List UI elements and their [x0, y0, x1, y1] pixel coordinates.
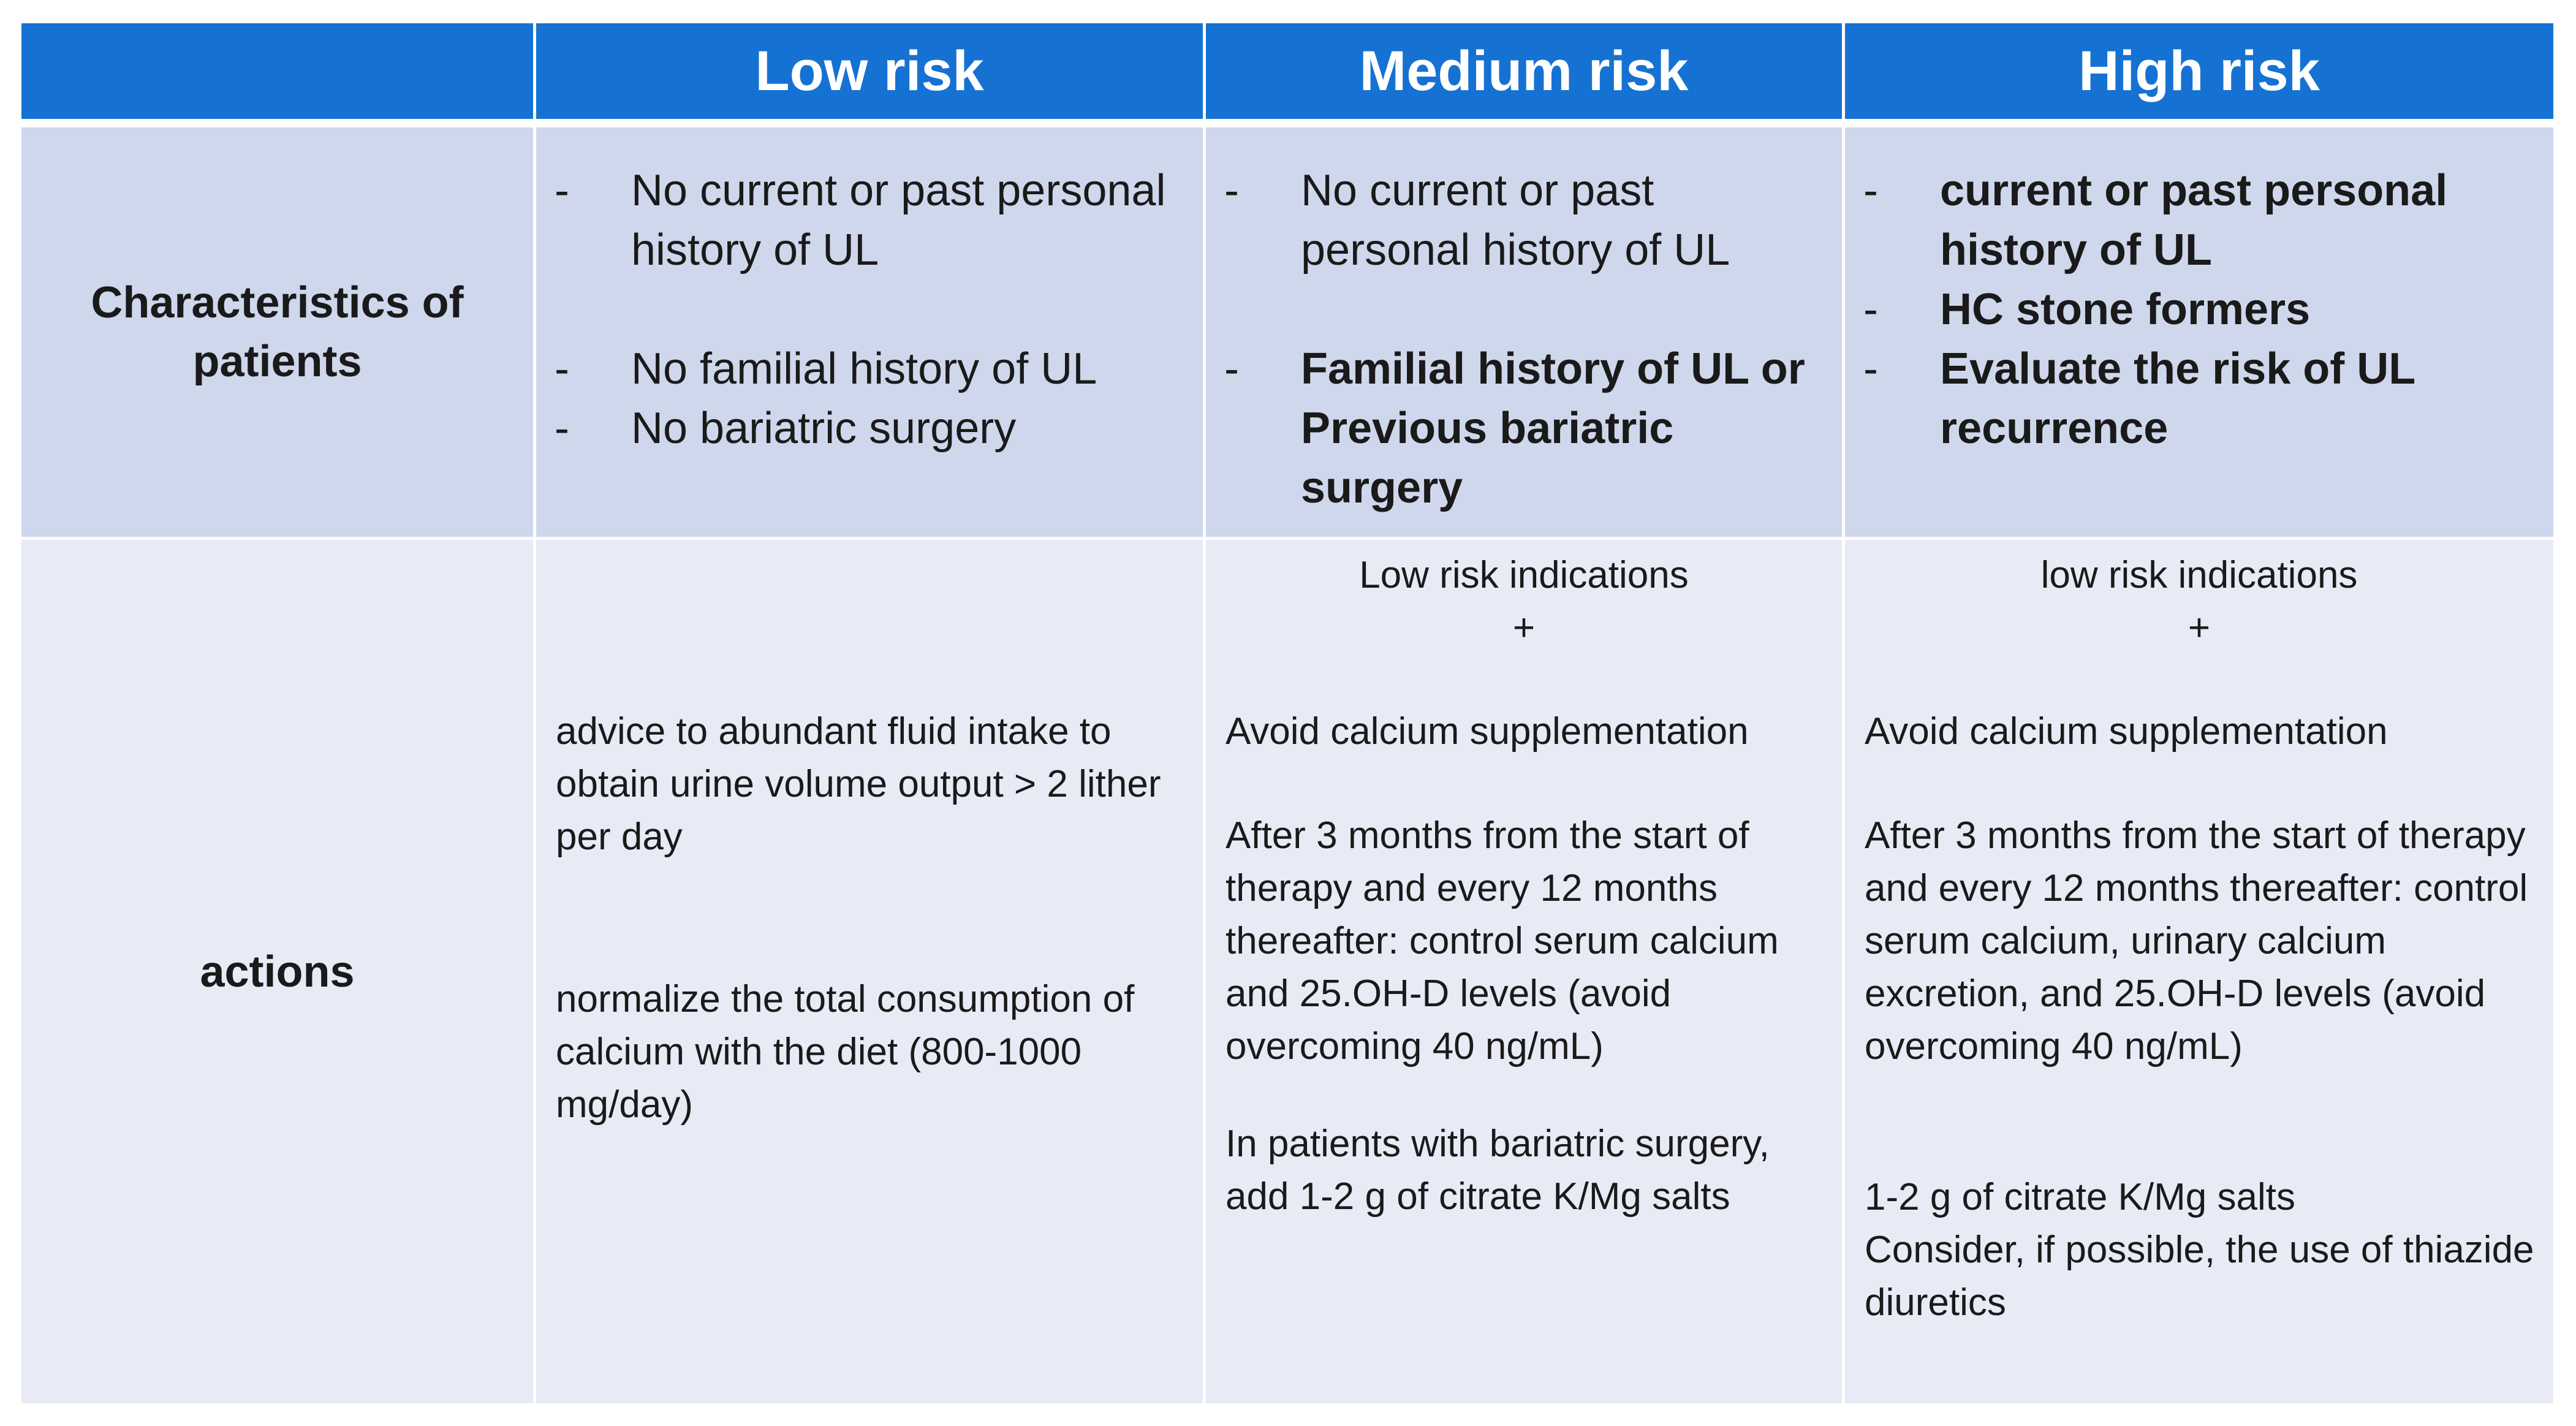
characteristics-low-list: - No current or past personal history of…: [555, 161, 1191, 458]
list-item: - No familial history of UL: [555, 339, 1191, 399]
characteristics-low-cell: - No current or past personal history of…: [536, 127, 1206, 540]
list-item: - No current or past personal history of…: [1224, 161, 1830, 280]
actions-high-cell: low risk indications + Avoid calcium sup…: [1845, 540, 2553, 1403]
list-item-text: Familial history of UL or Previous baria…: [1301, 344, 1805, 512]
header-low-risk-label: Low risk: [755, 39, 984, 102]
characteristics-medium-list: - No current or past personal history of…: [1224, 161, 1830, 518]
actions-medium-p1: Avoid calcium supplementation: [1225, 710, 1749, 753]
header-high-risk: High risk: [1845, 23, 2553, 127]
header-medium-risk-label: Medium risk: [1359, 39, 1689, 102]
actions-medium-intro: Low risk indications: [1359, 554, 1689, 596]
list-item: - HC stone formers: [1863, 280, 2541, 339]
actions-medium-plus: +: [1512, 607, 1536, 649]
list-item-text: No familial history of UL: [631, 344, 1097, 393]
actions-medium-p2: After 3 months from the start of therapy…: [1225, 814, 1779, 1068]
header-medium-risk: Medium risk: [1206, 23, 1845, 127]
list-item-text: Evaluate the risk of UL recurrence: [1940, 344, 2415, 453]
header-corner-cell: [21, 23, 536, 127]
actions-high-plus: +: [2188, 607, 2211, 649]
list-item-text: No bariatric surgery: [631, 404, 1017, 453]
list-item: - No current or past personal history of…: [555, 161, 1191, 280]
actions-medium-cell: Low risk indications + Avoid calcium sup…: [1206, 540, 1845, 1403]
actions-high-p3: 1-2 g of citrate K/Mg salts: [1865, 1176, 2295, 1218]
dash-marker: -: [1863, 285, 1878, 334]
actions-label-text: actions: [200, 947, 355, 996]
characteristics-high-list: - current or past personal history of UL…: [1863, 161, 2541, 458]
characteristics-row-label: Characteristics of patients: [21, 127, 536, 540]
list-item: - Evaluate the risk of UL recurrence: [1863, 339, 2541, 458]
dash-marker: -: [555, 166, 569, 215]
actions-low-p1: advice to abundant fluid intake to obtai…: [556, 710, 1161, 858]
list-item: - No bariatric surgery: [555, 399, 1191, 458]
characteristics-medium-cell: - No current or past personal history of…: [1206, 127, 1845, 540]
list-item-text: HC stone formers: [1940, 285, 2311, 334]
dash-marker: -: [1224, 166, 1239, 215]
actions-high-p4: Consider, if possible, the use of thiazi…: [1865, 1229, 2534, 1324]
list-item-text: current or past personal history of UL: [1940, 166, 2448, 275]
dash-marker: -: [1863, 166, 1878, 215]
list-item: - current or past personal history of UL: [1863, 161, 2541, 280]
dash-marker: -: [555, 404, 569, 453]
actions-low-p2: normalize the total consumption of calci…: [556, 978, 1135, 1126]
characteristics-label-text: Characteristics of patients: [91, 278, 464, 386]
dash-marker: -: [555, 344, 569, 393]
dash-marker: -: [1863, 344, 1878, 393]
dash-marker: -: [1224, 344, 1239, 393]
actions-low-cell: advice to abundant fluid intake to obtai…: [536, 540, 1206, 1403]
actions-high-p2: After 3 months from the start of therapy…: [1865, 814, 2528, 1068]
list-item-text: No current or past personal history of U…: [631, 166, 1166, 275]
actions-row-label: actions: [21, 540, 536, 1403]
list-item-text: No current or past personal history of U…: [1301, 166, 1730, 275]
list-item: - Familial history of UL or Previous bar…: [1224, 339, 1830, 518]
actions-high-p1: Avoid calcium supplementation: [1865, 710, 2388, 753]
characteristics-high-cell: - current or past personal history of UL…: [1845, 127, 2553, 540]
risk-table: Low risk Medium risk High risk Character…: [21, 23, 2553, 1403]
actions-high-intro: low risk indications: [2040, 554, 2358, 596]
header-high-risk-label: High risk: [2078, 39, 2320, 102]
actions-medium-p3: In patients with bariatric surgery, add …: [1225, 1123, 1770, 1218]
header-low-risk: Low risk: [536, 23, 1206, 127]
